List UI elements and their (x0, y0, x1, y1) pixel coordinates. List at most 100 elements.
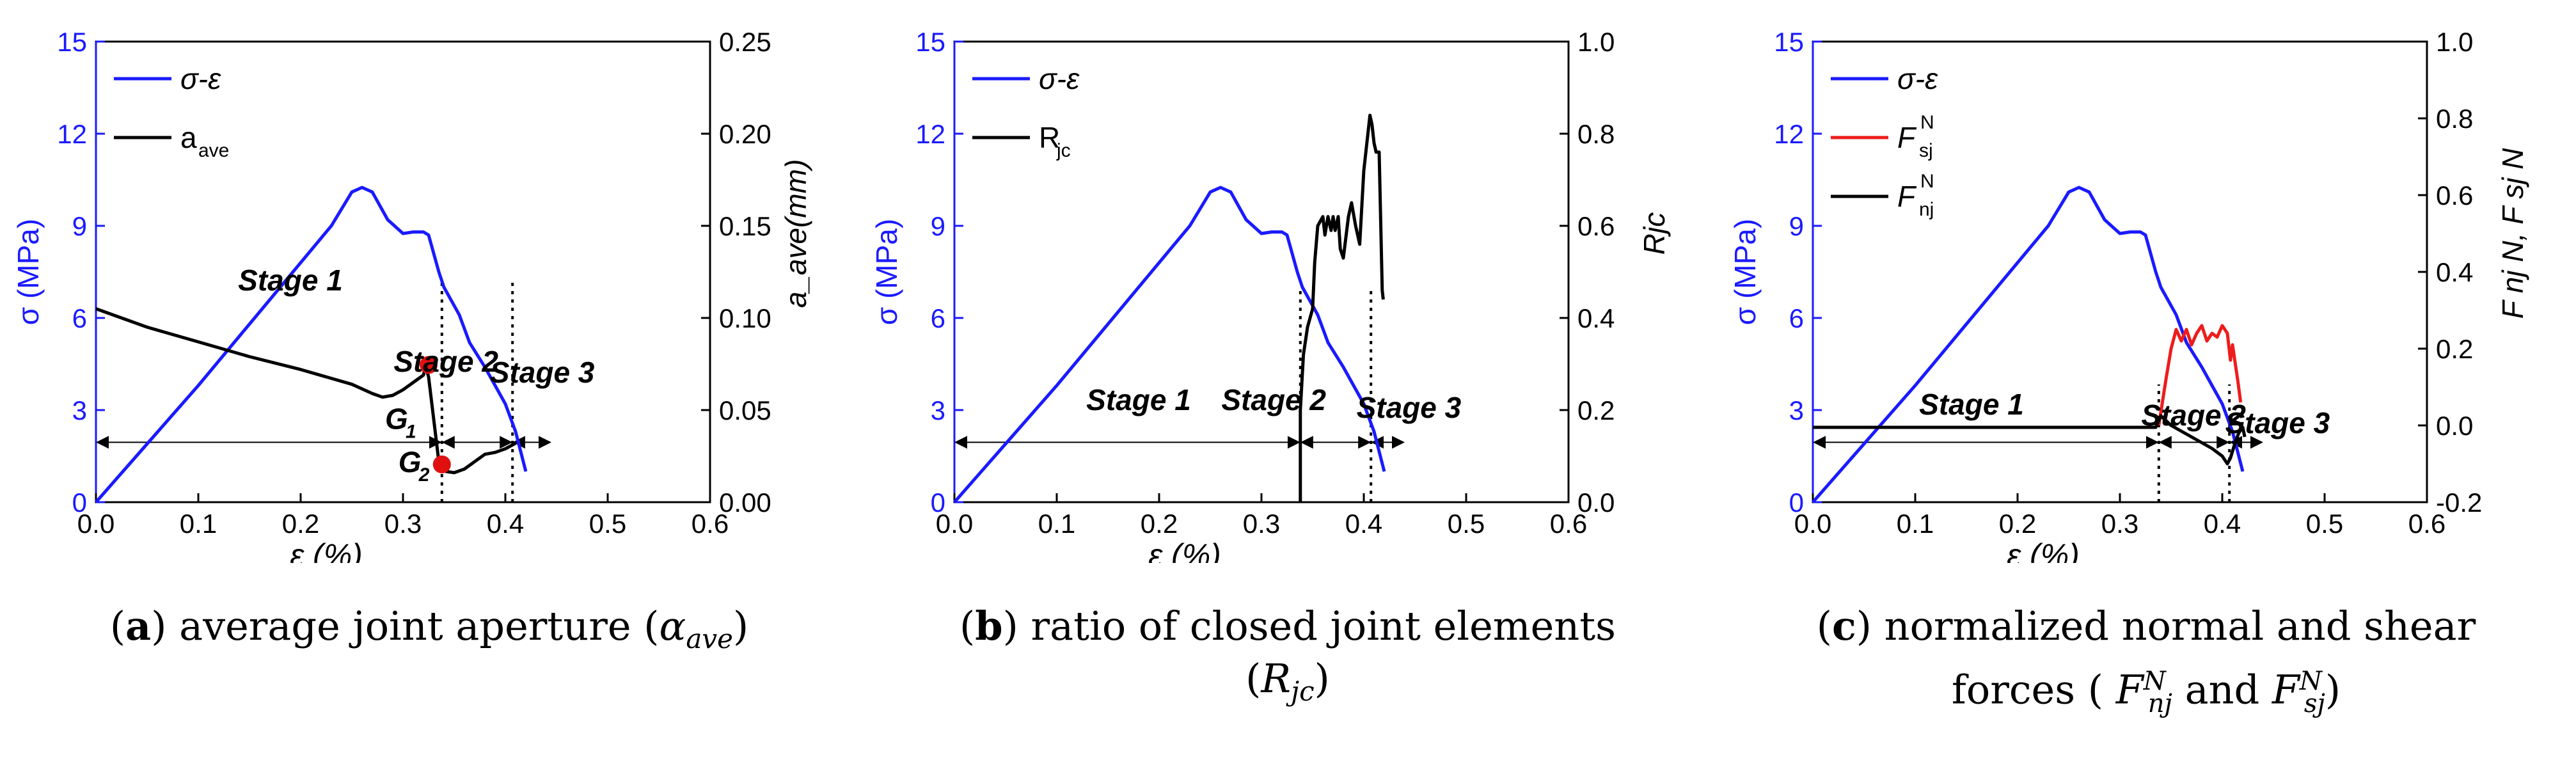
y-tick-label: 6 (931, 303, 945, 333)
x-tick-label: 0.4 (2204, 509, 2241, 539)
x-tick-label: 0.3 (2101, 509, 2138, 539)
x-tick-label: 0.0 (1794, 509, 1831, 539)
series-line (1812, 186, 2245, 503)
stage-label: Stage 3 (490, 356, 595, 389)
y-tick-label: 6 (1789, 303, 1804, 333)
y-tick-label: 0 (931, 487, 945, 518)
panel-b: 0.0 0.1 0.2 0.3 0.4 0.5 0.6 0 3 6 9 12 15 0.0 0.2 0.4 0.… (858, 0, 1717, 760)
panel-c: 0.0 0.1 0.2 0.3 0.4 0.5 0.6 0 3 6 9 12 15 -0.2 0.0 0.2 0… (1717, 0, 2575, 760)
y-tick-label: 0 (72, 487, 87, 518)
y2-tick-label: 0.8 (1577, 119, 1615, 149)
y2-axis-label: a_ave(mm) (779, 159, 812, 308)
marker-point (420, 356, 438, 374)
y2-axis-label: F nj N, F sj N (2496, 148, 2529, 319)
y2-tick-label: 0.4 (1577, 303, 1615, 333)
x-tick-label: 0.5 (1448, 509, 1485, 539)
y2-tick-label: 1.0 (1577, 27, 1615, 57)
stage-label: Stage 2 (2141, 399, 2246, 432)
y2-tick-label: 0.0 (1577, 487, 1615, 518)
x-tick-label: 0.1 (1897, 509, 1934, 539)
x-tick-label: 0.3 (384, 509, 422, 539)
y-tick-label: 0 (1789, 487, 1804, 518)
caption-a: (a) average joint aperture (αave) (109, 603, 749, 655)
series-line (95, 307, 517, 475)
stage-label: Stage 1 (1919, 388, 2024, 421)
y-axis-label: σ (MPa) (870, 219, 903, 325)
y-tick-label: 15 (915, 27, 945, 57)
series-line (1813, 414, 2247, 466)
x-tick-label: 0.2 (282, 509, 319, 539)
y-tick-label: 6 (72, 303, 87, 333)
chart-b: 0.0 0.1 0.2 0.3 0.4 0.5 0.6 0 3 6 9 12 15 0.0 0.2 0.4 0.… (870, 27, 1671, 573)
x-tick-label: 0.5 (589, 509, 626, 539)
x-axis-label: ε (%) (2007, 537, 2080, 563)
stage-label: Stage 3 (2225, 406, 2330, 439)
series-line (2157, 324, 2243, 426)
y2-tick-label: 0.20 (719, 119, 771, 149)
stage-label: Stage 3 (1357, 391, 1462, 424)
x-tick-label: 0.2 (1141, 509, 1178, 539)
x-tick-label: 0.0 (936, 509, 973, 539)
plot-frame (1812, 40, 2428, 503)
stage-label: Stage 1 (1086, 383, 1191, 416)
y2-tick-label: 0.6 (2436, 180, 2473, 210)
y-tick-label: 9 (1789, 211, 1804, 241)
legend-label: F (1897, 180, 1917, 213)
y2-tick-label: 0.6 (1577, 211, 1615, 241)
panel-a: 0.0 0.1 0.2 0.3 0.4 0.5 0.6 0 3 6 9 12 15 0.00 0.05 0.1… (0, 0, 858, 760)
legend-label: a (180, 121, 197, 154)
x-tick-label: 0.4 (487, 509, 524, 539)
legend-sub: jc (1056, 140, 1071, 161)
y-axis-label: σ (MPa) (12, 219, 45, 325)
y2-tick-label: 0.00 (719, 487, 771, 518)
y2-tick-label: 0.2 (1577, 395, 1615, 425)
y-tick-label: 12 (57, 119, 87, 149)
chart-c: 0.0 0.1 0.2 0.3 0.4 0.5 0.6 0 3 6 9 12 15 -0.2 0.0 0.2 0… (1728, 27, 2529, 573)
legend-label: σ-ε (1039, 62, 1080, 95)
series-line (1299, 113, 1385, 502)
y2-tick-label: 0.10 (719, 303, 771, 333)
legend-label: F (1897, 121, 1917, 154)
legend-sup: N (1920, 112, 1934, 133)
x-tick-label: 0.6 (691, 509, 729, 539)
caption-b: (b) ratio of closed joint elements (Rjc) (960, 603, 1616, 708)
y2-tick-label: 0.05 (719, 395, 771, 425)
y2-tick-label: 0.25 (719, 27, 771, 57)
plot-frame (953, 40, 1570, 503)
x-axis-label: ε (%) (1148, 537, 1221, 563)
stage-label: Stage 1 (238, 264, 343, 297)
x-tick-label: 0.6 (1550, 509, 1587, 539)
x-tick-label: 0.5 (2306, 509, 2343, 539)
y-axis-label: σ (MPa) (1728, 219, 1762, 325)
caption-c: (c) normalized normal and shear forces ( … (1816, 603, 2476, 719)
legend-label: R (1039, 121, 1060, 154)
x-tick-label: 0.3 (1243, 509, 1280, 539)
series-line (95, 186, 528, 503)
y-tick-label: 12 (1774, 119, 1804, 149)
point-label-sub: 1 (406, 421, 416, 442)
x-tick-label: 0.0 (77, 509, 115, 539)
point-label: G (385, 402, 408, 435)
y2-tick-label: 1.0 (2436, 27, 2473, 57)
chart-a: 0.0 0.1 0.2 0.3 0.4 0.5 0.6036912150.000.050.1… (12, 27, 812, 573)
x-tick-label: 0.6 (2408, 509, 2446, 539)
y2-tick-label: 0.0 (2436, 411, 2473, 441)
legend-sub: nj (1919, 199, 1934, 220)
y2-tick-label: 0.8 (2436, 104, 2473, 134)
x-tick-label: 0.1 (1038, 509, 1075, 539)
y2-axis-label: Rjc (1638, 212, 1671, 255)
legend-sup: N (1920, 171, 1934, 192)
legend-label: σ-ε (1897, 62, 1938, 95)
y-tick-label: 3 (931, 395, 945, 425)
y-tick-label: 15 (57, 27, 87, 57)
stage-label: Stage 2 (393, 345, 498, 378)
y-tick-label: 12 (915, 119, 945, 149)
y-tick-label: 9 (931, 211, 945, 241)
point-label-sub: 2 (418, 464, 430, 486)
x-tick-label: 0.2 (1999, 509, 2036, 539)
legend-label: σ-ε (180, 62, 221, 95)
y-tick-label: 15 (1774, 27, 1804, 57)
y-tick-label: 3 (1789, 395, 1804, 425)
y2-tick-label: 0.4 (2436, 257, 2473, 287)
